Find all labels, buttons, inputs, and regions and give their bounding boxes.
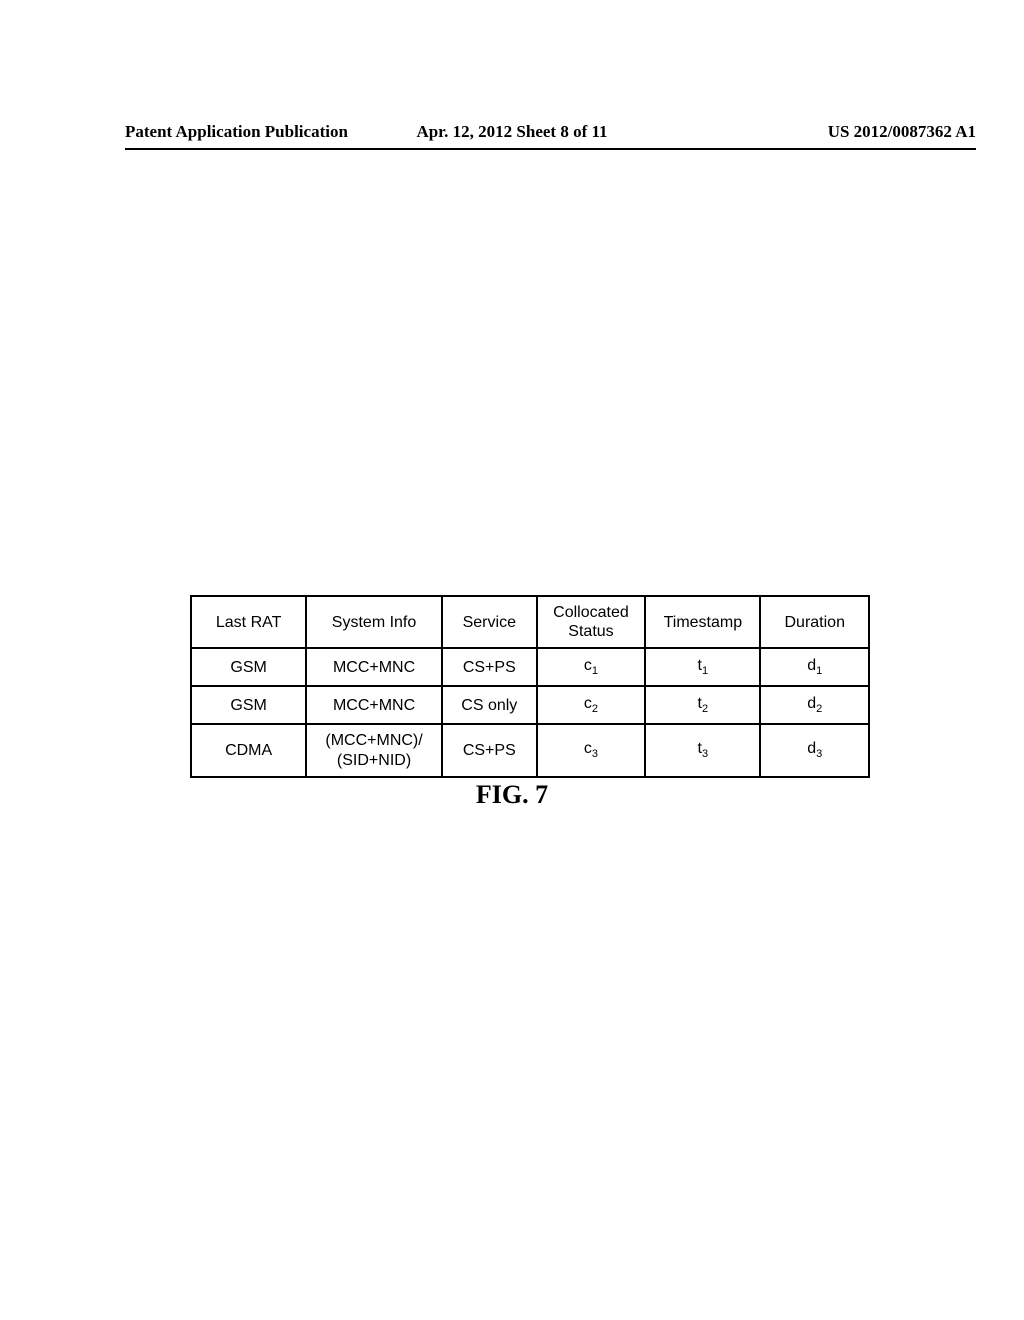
collocated-base: c <box>584 657 592 674</box>
col-header-collocated-line1: Collocated <box>553 604 629 621</box>
figure-caption: FIG. 7 <box>0 780 1024 810</box>
col-header-collocated-line2: Status <box>568 623 613 640</box>
col-header-system-info: System Info <box>306 596 442 648</box>
cell-duration: d3 <box>760 724 869 776</box>
cell-service: CS only <box>442 686 537 724</box>
col-header-service: Service <box>442 596 537 648</box>
collocated-sub: 2 <box>592 703 598 715</box>
duration-sub: 3 <box>816 749 822 761</box>
duration-base: d <box>807 657 816 674</box>
duration-base: d <box>807 740 816 757</box>
timestamp-sub: 2 <box>702 703 708 715</box>
cell-last-rat: GSM <box>191 686 306 724</box>
header-center: Apr. 12, 2012 Sheet 8 of 11 <box>416 122 607 142</box>
cell-timestamp: t1 <box>645 648 760 686</box>
collocated-sub: 3 <box>592 749 598 761</box>
cell-last-rat: GSM <box>191 648 306 686</box>
patent-page: Patent Application Publication Apr. 12, … <box>0 0 1024 1320</box>
header-rule <box>125 148 976 150</box>
col-header-duration: Duration <box>760 596 869 648</box>
duration-base: d <box>807 695 816 712</box>
cell-service: CS+PS <box>442 648 537 686</box>
page-header: Patent Application Publication Apr. 12, … <box>0 122 1024 142</box>
cell-system-info: MCC+MNC <box>306 686 442 724</box>
cell-timestamp: t2 <box>645 686 760 724</box>
collocated-base: c <box>584 695 592 712</box>
table-row: CDMA (MCC+MNC)/ (SID+NID) CS+PS c3 t3 d3 <box>191 724 869 776</box>
duration-sub: 1 <box>816 665 822 677</box>
cell-duration: d2 <box>760 686 869 724</box>
table-header-row: Last RAT System Info Service Collocated … <box>191 596 869 648</box>
table-row: GSM MCC+MNC CS+PS c1 t1 d1 <box>191 648 869 686</box>
header-left: Patent Application Publication <box>125 122 348 142</box>
cell-collocated: c2 <box>537 686 645 724</box>
collocated-sub: 1 <box>592 665 598 677</box>
cell-collocated: c3 <box>537 724 645 776</box>
cell-system-info: (MCC+MNC)/ (SID+NID) <box>306 724 442 776</box>
header-right: US 2012/0087362 A1 <box>828 122 976 142</box>
rat-table-container: Last RAT System Info Service Collocated … <box>190 595 870 778</box>
collocated-base: c <box>584 740 592 757</box>
col-header-last-rat: Last RAT <box>191 596 306 648</box>
cell-timestamp: t3 <box>645 724 760 776</box>
rat-table: Last RAT System Info Service Collocated … <box>190 595 870 778</box>
system-info-line1: (MCC+MNC)/ <box>325 732 422 749</box>
col-header-collocated: Collocated Status <box>537 596 645 648</box>
cell-service: CS+PS <box>442 724 537 776</box>
duration-sub: 2 <box>816 703 822 715</box>
cell-system-info: MCC+MNC <box>306 648 442 686</box>
cell-last-rat: CDMA <box>191 724 306 776</box>
table-row: GSM MCC+MNC CS only c2 t2 d2 <box>191 686 869 724</box>
system-info-line2: (SID+NID) <box>337 752 411 769</box>
col-header-timestamp: Timestamp <box>645 596 760 648</box>
cell-duration: d1 <box>760 648 869 686</box>
cell-collocated: c1 <box>537 648 645 686</box>
timestamp-sub: 3 <box>702 749 708 761</box>
timestamp-sub: 1 <box>702 665 708 677</box>
